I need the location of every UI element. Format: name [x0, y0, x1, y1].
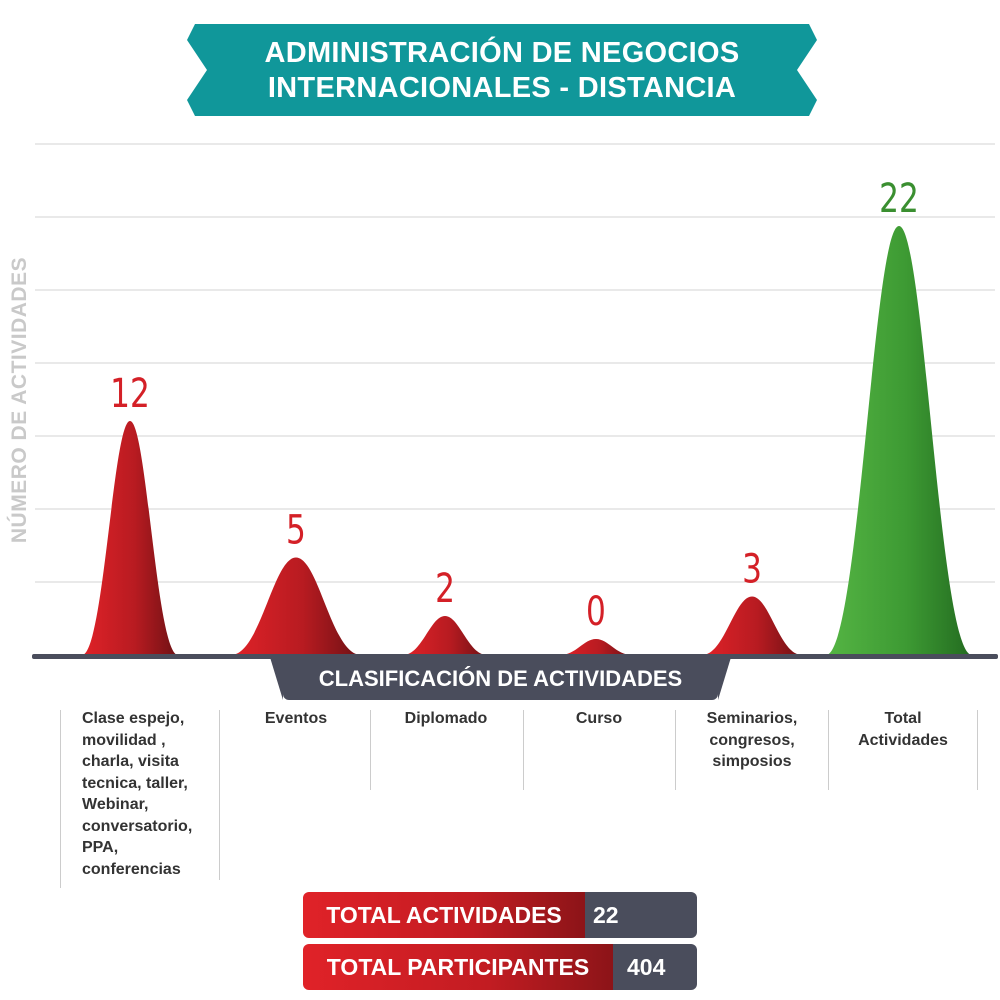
category-label-6: Total Actividades — [828, 708, 978, 751]
category-separator — [977, 710, 978, 790]
category-label-line: simposios — [712, 753, 792, 770]
total-actividades-row: TOTAL ACTIVIDADES 22 — [303, 892, 697, 938]
data-label-2: 5 — [286, 508, 306, 554]
category-label-line: Seminarios, — [706, 710, 798, 727]
data-label-4: 0 — [586, 589, 606, 635]
category-label-line: Actividades — [858, 731, 948, 749]
category-label-line: conversatorio, — [82, 817, 193, 835]
total-participantes-value: 404 — [627, 954, 666, 980]
title-banner: ADMINISTRACIÓN DE NEGOCIOS INTERNACIONAL… — [187, 24, 817, 116]
title-line-2: INTERNACIONALES - DISTANCIA — [267, 72, 737, 104]
total-participantes-value-box: 404 — [613, 944, 697, 990]
category-label-line: PPA, — [82, 839, 119, 856]
category-separator — [370, 710, 371, 790]
category-label-line: Curso — [575, 710, 623, 727]
peak-2 — [231, 557, 361, 655]
category-label-4: Curso — [524, 708, 674, 730]
category-separator — [675, 710, 676, 790]
category-separator — [828, 710, 829, 790]
x-axis-label: CLASIFICACIÓN DE ACTIVIDADES — [269, 654, 732, 700]
category-separator — [219, 710, 220, 880]
category-separator — [523, 710, 524, 790]
total-actividades-value: 22 — [593, 902, 619, 928]
category-label-line: conferencias — [82, 860, 181, 878]
area-chart: 12 5 2 0 3 22 — [32, 143, 998, 659]
category-label-2: Eventos — [221, 708, 371, 730]
data-label-6: 22 — [879, 176, 919, 222]
title-banner-shape — [187, 24, 817, 116]
category-label-1: Clase espejo, movilidad , charla, visita te… — [82, 708, 212, 880]
category-label-line: Eventos — [264, 710, 328, 727]
peak-4 — [560, 639, 632, 655]
category-label-line: movilidad , — [82, 731, 166, 749]
peak-6 — [826, 226, 972, 655]
peak-5 — [702, 596, 802, 655]
peak-3 — [403, 616, 487, 655]
category-label-line: charla, visita — [82, 753, 179, 770]
peak-1 — [82, 421, 178, 655]
total-actividades-value-box: 22 — [585, 892, 697, 938]
total-participantes-label: TOTAL PARTICIPANTES — [303, 944, 613, 990]
category-label-3: Diplomado — [371, 708, 521, 730]
data-label-3: 2 — [435, 566, 455, 612]
category-label-line: Clase espejo, — [82, 710, 185, 727]
chart-title: ADMINISTRACIÓN DE NEGOCIOS INTERNACIONAL… — [187, 36, 817, 106]
total-participantes-row: TOTAL PARTICIPANTES 404 — [303, 944, 697, 990]
title-line-1: ADMINISTRACIÓN DE NEGOCIOS — [264, 37, 740, 69]
category-label-line: congresos, — [709, 731, 795, 749]
total-actividades-label: TOTAL ACTIVIDADES — [303, 892, 585, 938]
data-label-1: 12 — [110, 371, 150, 417]
category-separator — [60, 710, 61, 888]
category-label-5: Seminarios, congresos, simposios — [677, 708, 827, 773]
category-label-line: Webinar, — [82, 796, 149, 813]
data-label-5: 3 — [742, 547, 762, 593]
category-label-line: Total — [884, 710, 922, 727]
category-label-line: Diplomado — [404, 710, 488, 727]
category-label-line: tecnica, taller, — [82, 774, 188, 792]
